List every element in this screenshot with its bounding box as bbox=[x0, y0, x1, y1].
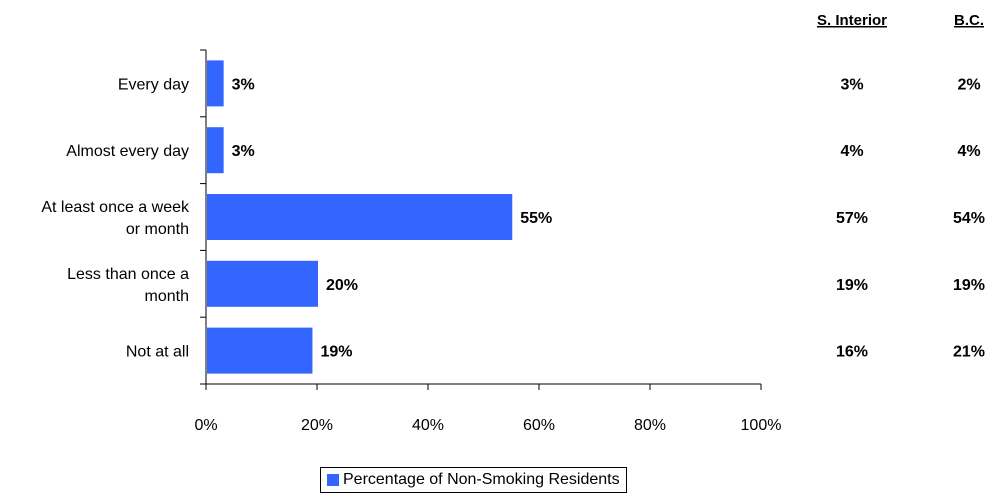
comparison-value: 19% bbox=[836, 277, 868, 294]
bar bbox=[207, 194, 513, 240]
bar bbox=[207, 327, 313, 374]
x-tick-label: 20% bbox=[301, 417, 333, 434]
category-label: month bbox=[145, 288, 189, 305]
data-label: 55% bbox=[520, 210, 552, 227]
data-label: 3% bbox=[232, 76, 255, 93]
comparison-value: 16% bbox=[836, 344, 868, 361]
data-label: 19% bbox=[320, 344, 352, 361]
column-header: B.C. bbox=[954, 12, 984, 29]
bar bbox=[207, 127, 224, 174]
comparison-value: 19% bbox=[953, 277, 985, 294]
comparison-value: 54% bbox=[953, 210, 985, 227]
comparison-value: 21% bbox=[953, 344, 985, 361]
category-label: Less than once a bbox=[67, 266, 189, 283]
x-tick-label: 40% bbox=[412, 417, 444, 434]
bar bbox=[207, 260, 318, 307]
comparison-value: 4% bbox=[957, 143, 980, 160]
comparison-value: 57% bbox=[836, 210, 868, 227]
legend-swatch bbox=[327, 474, 339, 486]
data-label: 20% bbox=[326, 277, 358, 294]
category-label: or month bbox=[126, 221, 189, 238]
x-tick-label: 80% bbox=[634, 417, 666, 434]
column-header: S. Interior bbox=[817, 12, 887, 29]
comparison-value: 3% bbox=[840, 76, 863, 93]
comparison-value: 2% bbox=[957, 76, 980, 93]
category-label: At least once a week bbox=[41, 199, 190, 216]
x-tick-label: 100% bbox=[741, 417, 782, 434]
legend-label: Percentage of Non-Smoking Residents bbox=[343, 471, 620, 488]
category-label: Every day bbox=[118, 76, 189, 93]
legend: Percentage of Non-Smoking Residents bbox=[320, 467, 627, 493]
bar bbox=[207, 60, 224, 107]
data-label: 3% bbox=[232, 143, 255, 160]
category-label: Not at all bbox=[126, 344, 189, 361]
category-label: Almost every day bbox=[66, 143, 189, 160]
comparison-value: 4% bbox=[840, 143, 863, 160]
x-tick-label: 60% bbox=[523, 417, 555, 434]
x-tick-label: 0% bbox=[194, 417, 217, 434]
